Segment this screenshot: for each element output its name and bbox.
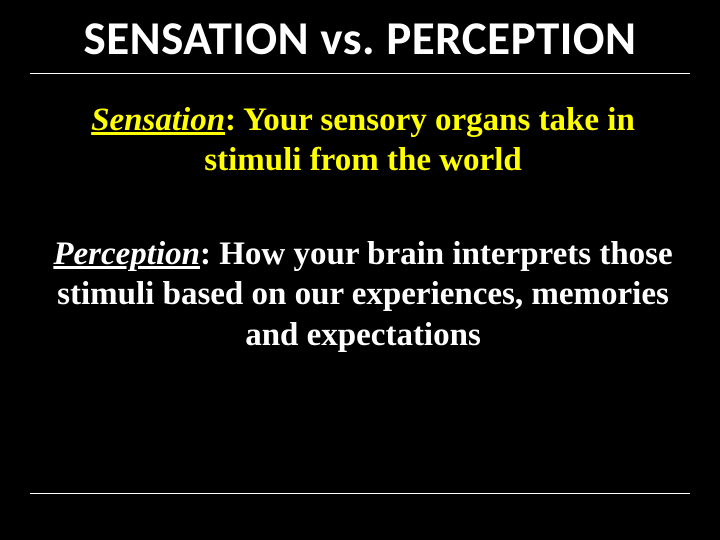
divider-bottom [30, 493, 690, 494]
sensation-term: Sensation [91, 102, 225, 138]
perception-definition: Perception: How your brain interprets th… [46, 234, 680, 355]
slide-body: Sensation: Your sensory organs take in s… [30, 100, 690, 355]
perception-sep: : [200, 236, 219, 272]
slide-title: SENSATION vs. PERCEPTION [30, 8, 690, 73]
sensation-sep: : [225, 102, 243, 138]
perception-term: Perception [53, 236, 200, 272]
sensation-definition: Sensation: Your sensory organs take in s… [46, 100, 680, 181]
slide: SENSATION vs. PERCEPTION Sensation: Your… [0, 0, 720, 540]
divider-top [30, 73, 690, 74]
sensation-text: Your sensory organs take in stimuli from… [204, 102, 635, 178]
